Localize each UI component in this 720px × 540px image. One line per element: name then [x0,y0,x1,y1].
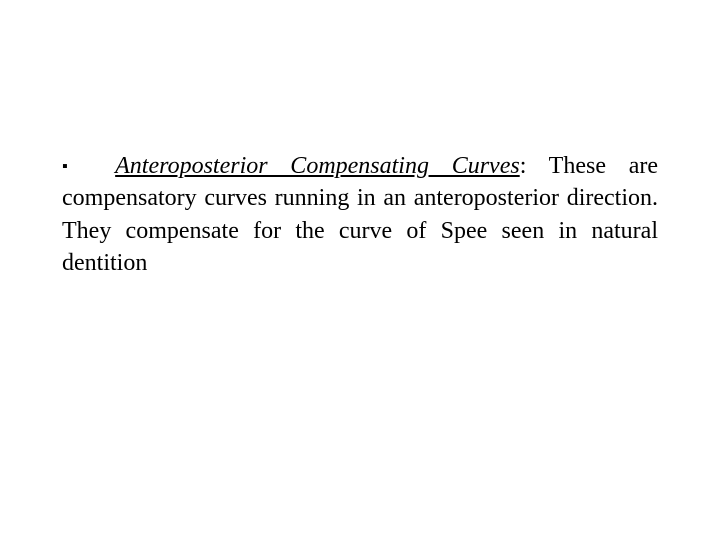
bullet-item: ▪ Anteroposterior Compensating Curves: T… [62,150,658,280]
term-text: Anteroposterior Compensating Curves [115,153,520,179]
slide-container: ▪ Anteroposterior Compensating Curves: T… [0,0,720,540]
square-bullet-icon: ▪ [62,158,84,175]
content-block: ▪ Anteroposterior Compensating Curves: T… [62,150,658,280]
